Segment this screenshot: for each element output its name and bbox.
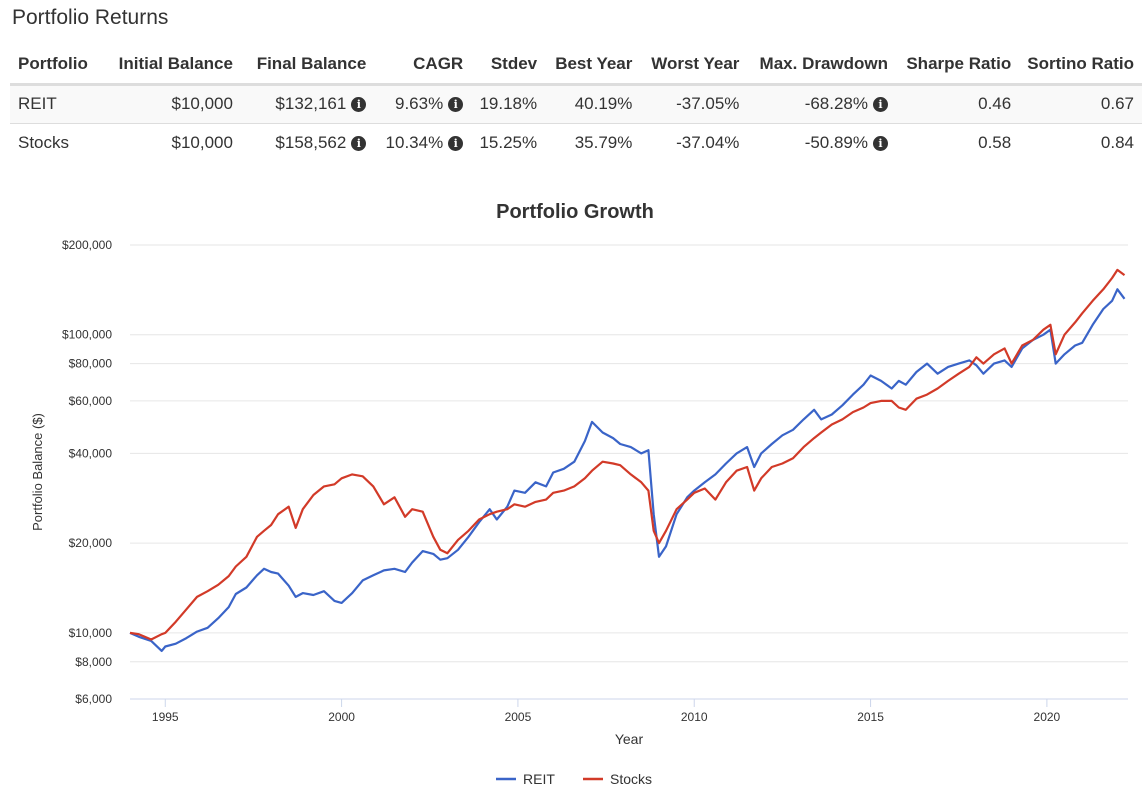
section-title: Portfolio Returns [12,6,169,29]
cell-initial-balance: $10,000 [100,84,241,124]
y-tick-label: $80,000 [69,357,113,371]
cell-portfolio: REIT [10,84,101,124]
cell-cagr: 10.34% i [374,123,471,162]
chart-legend[interactable]: REIT Stocks [496,771,652,787]
cell-final-balance: $158,562 i [241,123,374,162]
drawdown-value: -68.28% [804,94,869,113]
cell-sortino-ratio: 0.67 [1019,84,1142,124]
cell-worst-year: -37.04% [676,132,740,152]
header-final-balance[interactable]: Final Balance [240,46,375,86]
x-axis-label: Year [615,731,644,747]
legend-label[interactable]: REIT [523,771,555,787]
table-row: Stocks $10,000 $158,562 i 10.34% i 15.25% … [10,123,1142,162]
final-balance-value: $132,161 [275,94,347,113]
cell-sharpe-ratio: 0.46 [896,84,1020,124]
cell-sortino-ratio: 0.84 [1100,132,1134,152]
x-tick-label: 1995 [152,710,179,724]
info-icon[interactable]: i [873,135,889,151]
cell-best-year: 40.19% [545,84,641,124]
returns-table: Portfolio Initial Balance Final Balance … [10,46,1142,162]
legend-label[interactable]: Stocks [610,771,652,787]
header-worst-year[interactable]: Worst Year [640,46,748,86]
y-tick-label: $40,000 [69,446,113,460]
cagr-value: 9.63% [395,94,444,113]
chart-title: Portfolio Growth [496,201,654,223]
cell-best-year: 35.79% [574,132,633,152]
cell-initial-balance: $10,000 [171,132,233,152]
header-best-year[interactable]: Best Year [545,46,641,86]
y-tick-label: $10,000 [69,626,113,640]
cell-cagr: 9.63% i [374,84,472,124]
x-axis-ticks: 1995 2000 2005 2010 2015 2020 [152,699,1061,724]
y-tick-label: $60,000 [69,394,113,408]
drawdown-value: -50.89% [804,132,869,152]
header-sortino-ratio[interactable]: Sortino Ratio [1019,46,1142,86]
series-line-stocks[interactable] [129,268,1126,641]
table-header-row: Portfolio Initial Balance Final Balance … [10,46,1142,86]
y-tick-label: $100,000 [62,328,112,342]
chart-grid [130,244,1128,700]
table-row: REIT $10,000 $132,161 i 9.63% i 19.18% 40.… [10,84,1142,124]
x-tick-label: 2020 [1034,710,1061,724]
info-icon[interactable]: i [873,97,889,112]
y-tick-label: $200,000 [62,238,112,252]
x-tick-label: 2010 [681,710,708,724]
cell-max-drawdown: -50.89% i [747,123,896,162]
y-tick-label: $8,000 [75,655,112,669]
x-tick-label: 2005 [505,710,532,724]
cell-sharpe-ratio: 0.58 [978,132,1012,152]
cell-portfolio: Stocks [18,132,70,152]
x-tick-label: 2015 [857,710,884,724]
header-max-drawdown[interactable]: Max. Drawdown [747,46,897,86]
x-tick-label: 2000 [328,710,355,724]
y-axis-ticks: $6,000 $8,000 $10,000 $20,000 $40,000 $60,000… [62,238,112,706]
header-cagr[interactable]: CAGR [374,46,472,86]
info-icon[interactable]: i [448,135,464,151]
chart-series [129,268,1126,652]
y-axis-label: Portfolio Balance ($) [30,413,45,531]
header-stdev[interactable]: Stdev [471,46,546,86]
cell-stdev: 19.18% [471,84,546,124]
info-icon[interactable]: i [351,97,367,112]
header-initial-balance[interactable]: Initial Balance [100,46,241,86]
cagr-value: 10.34% [385,132,444,152]
cell-worst-year: -37.05% [640,84,748,124]
final-balance-value: $158,562 [275,132,347,152]
cell-final-balance: $132,161 i [240,84,375,124]
cell-max-drawdown: -68.28% i [747,84,897,124]
y-tick-label: $20,000 [69,536,113,550]
cell-stdev: 15.25% [479,132,538,152]
portfolio-growth-chart: Portfolio Growth $6,000 $8,000 $10,000 $20,… [30,201,1128,787]
info-icon[interactable]: i [448,97,464,112]
series-line-reit[interactable] [129,288,1126,652]
header-sharpe-ratio[interactable]: Sharpe Ratio [896,46,1020,86]
info-icon[interactable]: i [351,135,367,151]
header-portfolio[interactable]: Portfolio [10,46,101,86]
y-tick-label: $6,000 [75,692,112,706]
